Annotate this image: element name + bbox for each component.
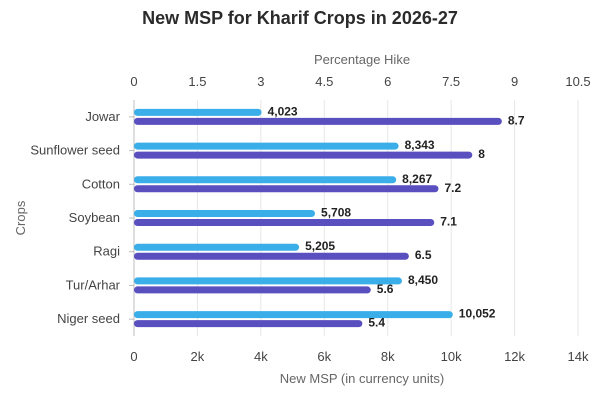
msp-bar [134,142,399,150]
msp-value-label: 8,343 [405,138,435,152]
msp-bar [134,243,300,251]
msp-bar [134,277,402,285]
hike-bar [134,117,502,125]
hike-value-label: 5.6 [377,282,394,296]
label-layer: 0 2k 4k 6k 8k 10k 12k 14k 0 1.5 3 4.5 6 7.5 9 10.5 Jowar… [30,74,590,364]
hike-value-label: 7.1 [440,215,457,229]
bottom-tick-label: 0 [130,349,137,364]
chart-title: New MSP for Kharif Crops in 2026-27 [142,8,458,28]
category-label: Tur/Arhar [66,277,121,292]
msp-value-label: 8,267 [402,172,432,186]
top-tick-label: 3 [257,74,264,89]
hike-bar [134,151,473,159]
msp-value-label: 4,023 [268,104,298,118]
msp-bar [134,108,262,116]
top-tick-label: 0 [130,74,137,89]
bottom-tick-label: 4k [254,349,268,364]
bottom-tick-label: 8k [381,349,395,364]
msp-bar [134,210,316,217]
msp-value-label: 8,450 [408,273,438,287]
hike-value-label: 5.4 [368,316,385,330]
msp-bar [134,176,397,184]
bar-layer [134,108,502,328]
top-tick-label: 6 [384,74,391,89]
top-tick-label: 9 [511,74,518,89]
hike-value-label: 6.5 [415,248,432,262]
top-tick-label: 1.5 [188,74,206,89]
grid-layer [129,100,579,336]
hike-bar [134,286,371,294]
category-label: Niger seed [57,311,120,326]
bottom-tick-label: 10k [441,349,462,364]
bottom-tick-label: 14k [568,349,589,364]
hike-bar [134,185,439,193]
category-label: Cotton [82,176,120,191]
top-tick-label: 10.5 [565,74,590,89]
category-label: Sunflower seed [30,143,120,158]
msp-value-label: 5,205 [305,239,335,253]
bottom-axis-title: New MSP (in currency units) [280,371,444,386]
hike-bar [134,219,435,226]
top-axis-title: Percentage Hike [314,52,410,67]
top-tick-label: 7.5 [442,74,460,89]
top-tick-label: 4.5 [315,74,333,89]
msp-bar [134,311,453,319]
hike-bar [134,320,363,328]
hike-value-label: 7.2 [444,181,461,195]
category-label: Ragi [93,244,120,259]
category-label: Soybean [69,210,120,225]
hike-value-label: 8.7 [508,113,525,127]
y-axis-title: Crops [13,200,28,235]
bottom-tick-label: 12k [504,349,525,364]
msp-value-label: 5,708 [321,206,351,220]
hike-bar [134,252,409,260]
hike-value-label: 8 [478,147,485,161]
category-label: Jowar [85,109,120,124]
bottom-tick-label: 2k [191,349,205,364]
bottom-tick-label: 6k [317,349,331,364]
msp-value-label: 10,052 [459,307,496,321]
